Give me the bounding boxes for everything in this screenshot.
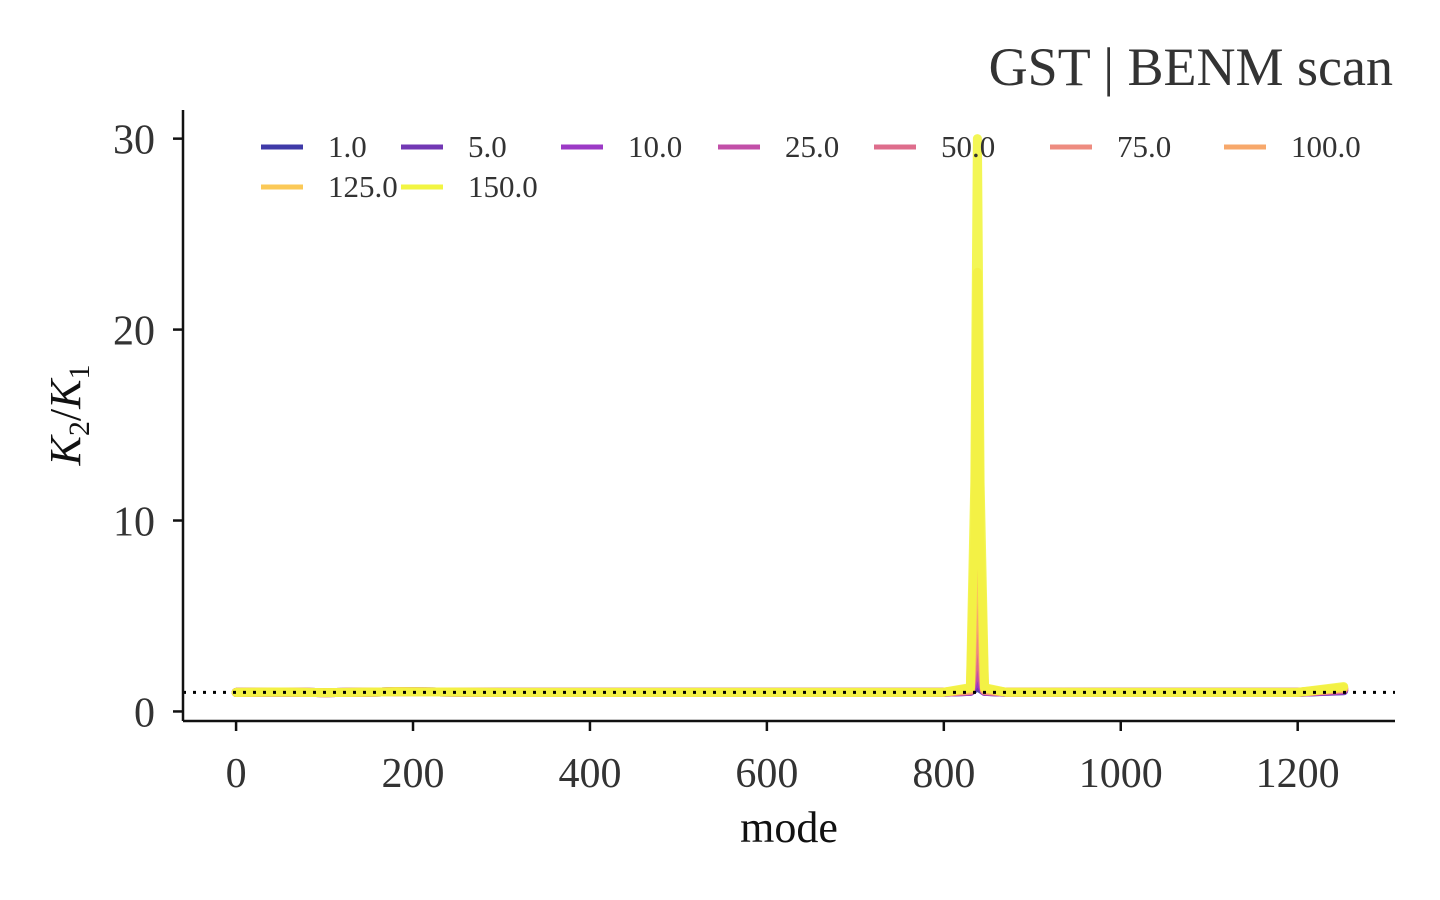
legend: 1.0 5.0 10.0 25.0 50.0 75.0 100.0 125.0 150.0 xyxy=(261,129,1361,204)
x-tick-label-800: 800 xyxy=(912,751,975,797)
y-label-base2: K xyxy=(41,377,90,410)
y-label-base1: K xyxy=(41,433,90,466)
legend-label-25.0: 25.0 xyxy=(785,129,839,164)
x-tick-label-200: 200 xyxy=(382,751,445,797)
legend-label-5.0: 5.0 xyxy=(468,129,507,164)
x-tick-label-1200: 1200 xyxy=(1256,751,1340,797)
x-axis-label: mode xyxy=(740,803,838,852)
series-line-50.0 xyxy=(231,592,1349,698)
x-tick-label-0: 0 xyxy=(226,751,247,797)
legend-label-1.0: 1.0 xyxy=(328,129,367,164)
legend-label-10.0: 10.0 xyxy=(628,129,682,164)
chart-title: GST | BENM scan xyxy=(989,37,1393,97)
series-line-150.0 xyxy=(231,134,1349,698)
x-tick-label-400: 400 xyxy=(558,751,621,797)
series-layer xyxy=(231,134,1349,698)
series-line-75.0 xyxy=(231,516,1349,698)
series-line-25.0 xyxy=(231,640,1349,698)
x-ticks: 0 200 400 600 800 1000 1200 xyxy=(226,721,1340,797)
y-tick-label-10: 10 xyxy=(113,500,155,546)
y-tick-label-0: 0 xyxy=(134,690,155,736)
y-label-sub1: 2 xyxy=(63,421,96,436)
y-label-sub2: 1 xyxy=(63,365,96,380)
axes xyxy=(181,110,1395,723)
y-ticks: 0 10 20 30 xyxy=(113,118,183,736)
x-tick-label-600: 600 xyxy=(735,751,798,797)
legend-label-100.0: 100.0 xyxy=(1291,129,1361,164)
series-line-125.0 xyxy=(231,267,1349,698)
legend-label-50.0: 50.0 xyxy=(941,129,995,164)
legend-label-75.0: 75.0 xyxy=(1117,129,1171,164)
legend-label-150.0: 150.0 xyxy=(468,169,538,204)
series-line-100.0 xyxy=(231,420,1349,698)
y-axis-label: K2/K1 xyxy=(41,365,96,467)
y-label-sep: / xyxy=(41,408,90,421)
x-tick-label-1000: 1000 xyxy=(1079,751,1163,797)
y-tick-label-20: 20 xyxy=(113,309,155,355)
y-tick-label-30: 30 xyxy=(113,118,155,164)
legend-label-125.0: 125.0 xyxy=(328,169,398,204)
